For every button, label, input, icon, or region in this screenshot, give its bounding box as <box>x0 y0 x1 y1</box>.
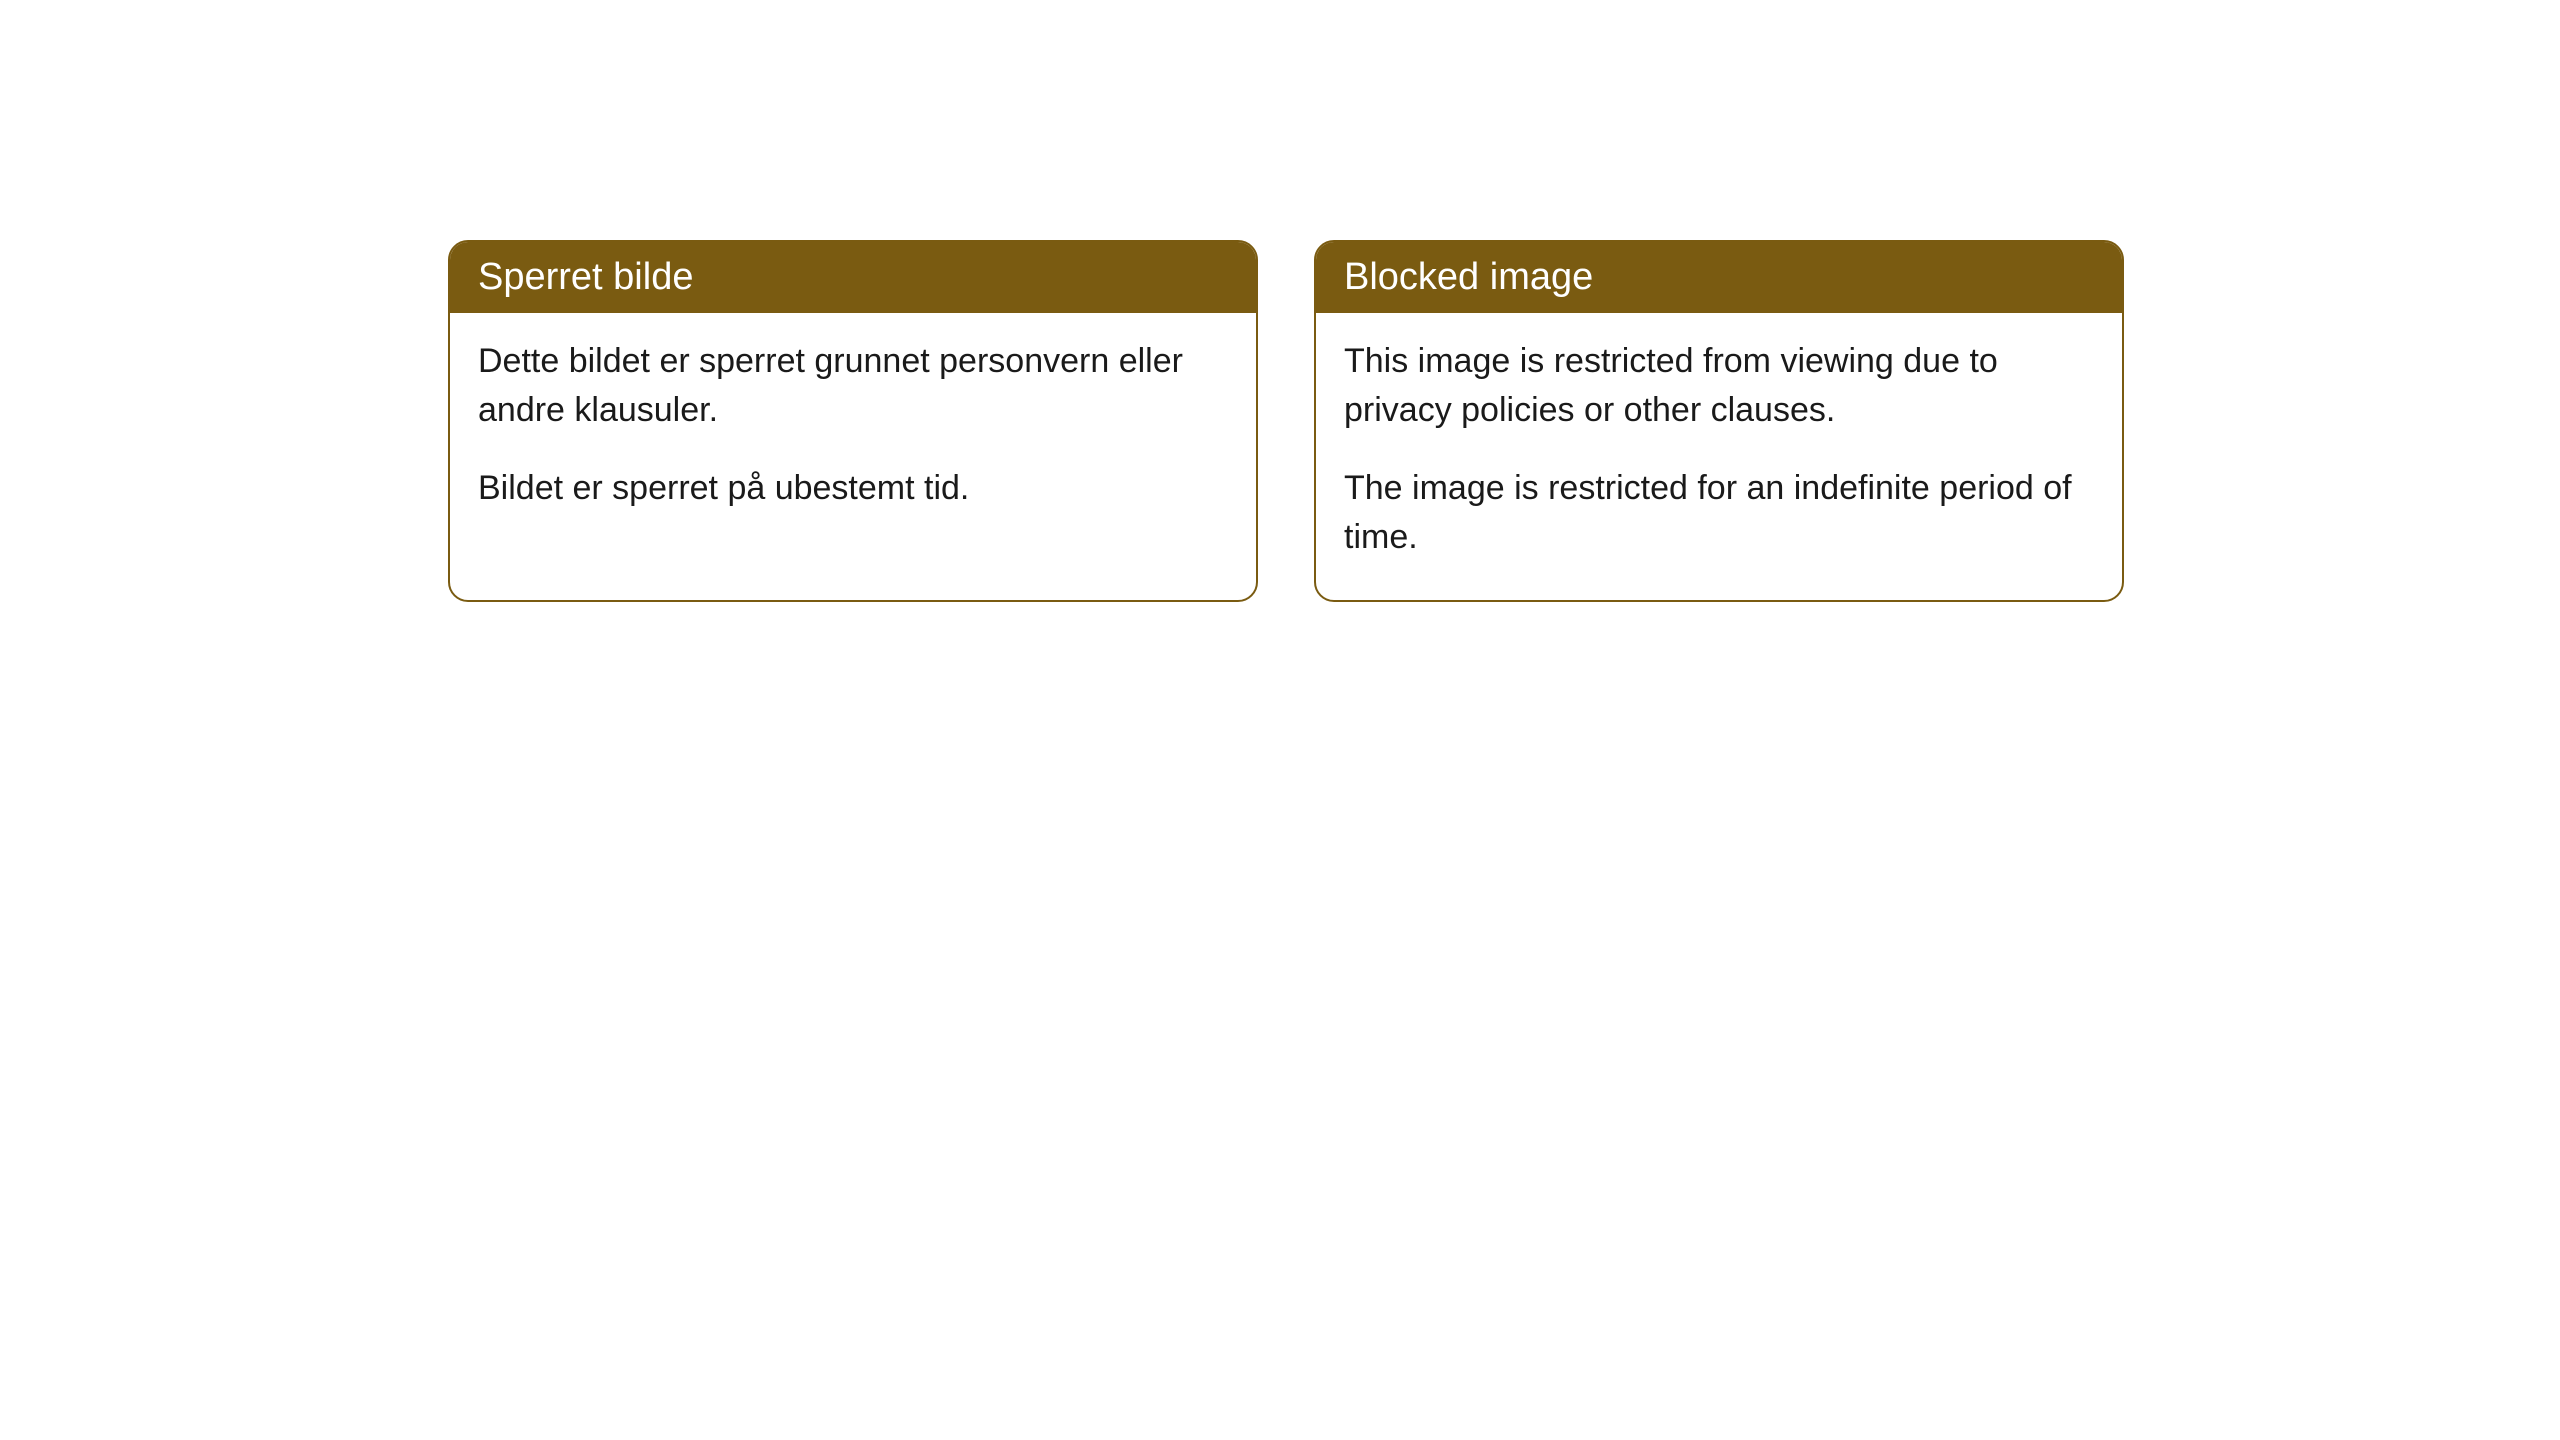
card-paragraph: The image is restricted for an indefinit… <box>1344 464 2094 563</box>
card-header: Blocked image <box>1316 242 2122 313</box>
card-paragraph: This image is restricted from viewing du… <box>1344 337 2094 436</box>
card-body: This image is restricted from viewing du… <box>1316 313 2122 600</box>
blocked-image-card-english: Blocked image This image is restricted f… <box>1314 240 2124 602</box>
notice-container: Sperret bilde Dette bildet er sperret gr… <box>0 0 2560 602</box>
card-paragraph: Dette bildet er sperret grunnet personve… <box>478 337 1228 436</box>
card-header: Sperret bilde <box>450 242 1256 313</box>
card-body: Dette bildet er sperret grunnet personve… <box>450 313 1256 551</box>
blocked-image-card-norwegian: Sperret bilde Dette bildet er sperret gr… <box>448 240 1258 602</box>
card-title: Sperret bilde <box>478 256 693 298</box>
card-title: Blocked image <box>1344 256 1593 298</box>
card-paragraph: Bildet er sperret på ubestemt tid. <box>478 464 1228 513</box>
